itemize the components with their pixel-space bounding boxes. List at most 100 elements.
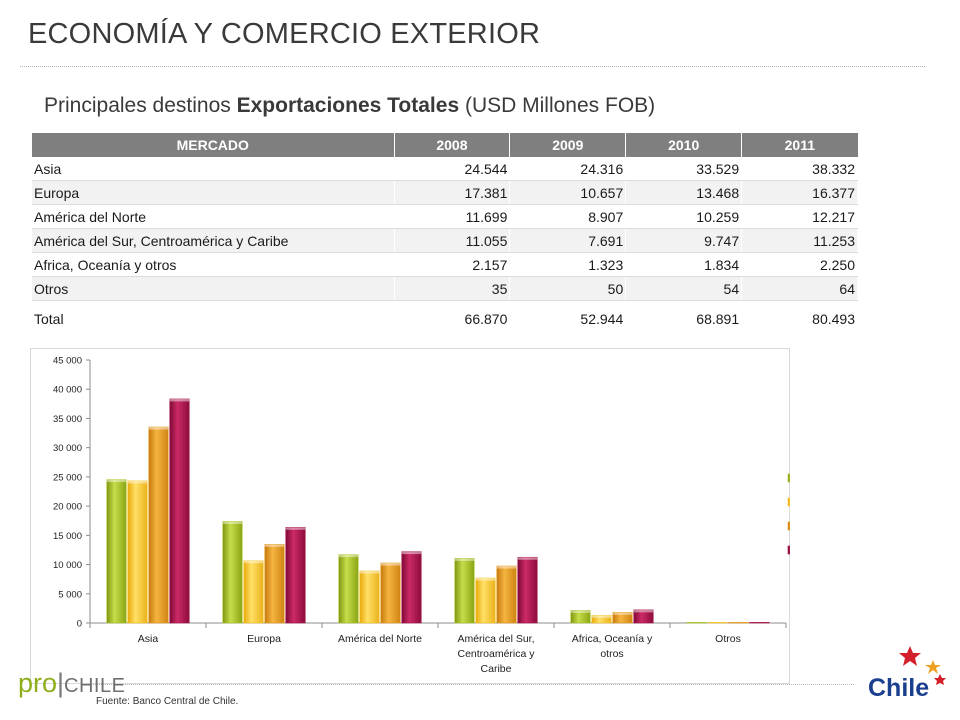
footer-divider [82,684,854,685]
legend-swatch-2011 [787,545,797,555]
bar-bevel [633,609,654,613]
bar-2011-5 [749,622,770,624]
x-tick-label: Asia [138,633,159,645]
table-row: Otros 35 50 54 64 [32,276,858,301]
y-tick-label: 25 000 [53,472,82,483]
y-tick-label: 5 000 [58,589,82,600]
x-tick-label: otros [600,648,623,660]
bar-2008-4 [570,610,591,624]
bar-2008-0 [106,479,127,624]
table-row: Europa 17.381 10.657 13.468 16.377 [32,180,858,205]
x-tick-label: Africa, Oceanía y [572,633,653,645]
bar-bevel [591,615,612,618]
bar-2011-1 [285,526,306,624]
page-title: ECONOMÍA Y COMERCIO EXTERIOR [28,18,541,50]
y-tick-label: 45 000 [53,356,82,367]
cell-value: 7.691 [509,228,627,253]
cell-market: Africa, Oceanía y otros [32,252,395,277]
cell-value: 10.259 [625,204,743,229]
table-total-row: Total 66.870 52.944 68.891 80.493 [32,300,858,327]
logo-pro-text: pro [18,668,58,698]
cell-value: 1.323 [509,252,627,277]
legend-swatch-2009 [787,497,797,507]
subtitle-prefix: Principales destinos [44,94,237,117]
source-note: Fuente: Banco Central de Chile. [96,696,239,707]
logo-separator: | [57,668,65,698]
x-tick-label: Caribe [481,663,512,675]
bar-bevel [570,610,591,613]
bar-2010-4 [612,611,633,624]
bar-bevel [401,551,422,555]
cell-value: 24.544 [394,157,511,181]
prochile-logo: pro|CHILE [18,668,125,699]
bar-2009-0 [127,480,148,624]
y-tick-label: 10 000 [53,560,82,571]
cell-market: Europa [32,180,395,205]
cell-value: 2.250 [741,252,858,277]
cell-value: 17.381 [394,180,511,205]
cell-value: 35 [394,276,511,301]
bar-bevel [222,521,243,524]
bar-2009-2 [359,570,380,624]
cell-value: 8.907 [509,204,627,229]
bar-chart-svg: 0 5 000 10 000 15 000 20 000 25 000 30 000 35 0… [30,348,821,684]
bar-bevel [380,563,401,566]
cell-total-value: 80.493 [741,300,858,327]
header-mercado: MERCADO [32,133,395,157]
cell-market: Otros [32,276,395,301]
brand-chile-text: Chile [868,674,929,702]
cell-value: 1.834 [625,252,743,277]
bar-2009-4 [591,614,612,624]
bar-2010-5 [728,622,749,624]
bar-2010-2 [380,562,401,624]
table-row: América del Sur, Centroamérica y Caribe … [32,228,858,253]
bar-2009-3 [475,577,496,624]
cell-value: 2.157 [394,252,511,277]
header-2010: 2010 [625,133,743,157]
exports-table: MERCADO 2008 2009 2010 2011 Asia 24.544 … [32,133,858,327]
bar-bevel [243,560,264,564]
cell-market: América del Norte [32,204,395,229]
cell-value: 11.055 [394,228,511,253]
chile-brand-logo: Chile [868,646,946,702]
x-tick-label: Otros [715,633,741,645]
bar-2011-0 [169,398,190,624]
bar-2011-2 [401,551,422,624]
y-tick-label: 35 000 [53,414,82,425]
logo-chile-text: CHILE [64,675,126,697]
y-tick-label: 20 000 [53,502,82,513]
cell-total-label: Total [32,300,395,327]
x-tick-label: América del Norte [338,633,422,645]
legend-swatch-2008 [787,473,797,483]
cell-value: 16.377 [741,180,858,205]
bar-bevel [338,554,359,558]
bar-bevel [496,566,517,569]
table-header-row: MERCADO 2008 2009 2010 2011 [32,133,858,157]
legend-swatch-2010 [787,521,797,531]
x-tick-label: América del Sur, [457,633,534,645]
bar-2010-3 [496,565,517,624]
cell-value: 24.316 [509,157,627,181]
cell-value: 12.217 [741,204,858,229]
x-tick-label: Centroamérica y [457,648,535,660]
table-row: Asia 24.544 24.316 33.529 38.332 [32,157,858,181]
y-tick-label: 0 [77,619,82,630]
bar-2010-0 [148,426,169,624]
red-star-icon [899,646,921,666]
table-row: Africa, Oceanía y otros 2.157 1.323 1.83… [32,252,858,277]
cell-value: 38.332 [741,157,858,181]
subtitle-bold: Exportaciones Totales [236,94,460,117]
bar-2008-1 [222,521,243,624]
cell-value: 11.699 [394,204,511,229]
cell-value: 50 [509,276,627,301]
bar-2008-2 [338,554,359,624]
bar-bevel [612,612,633,615]
small-red-star-icon [934,674,946,685]
title-divider [20,66,925,67]
header-2009: 2009 [509,133,627,157]
bar-2010-1 [264,543,285,624]
bar-bevel [106,479,127,483]
cell-value: 64 [741,276,858,301]
bar-bevel [169,398,190,402]
cell-total-value: 66.870 [394,300,511,327]
